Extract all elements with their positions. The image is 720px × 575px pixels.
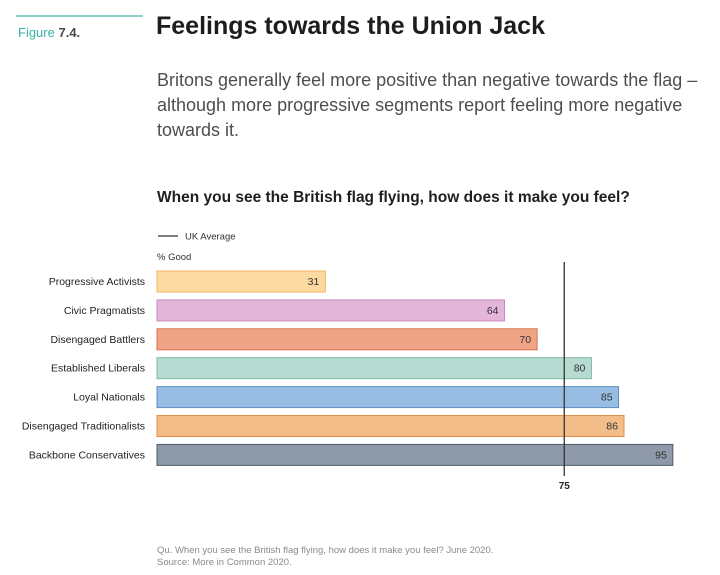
footnote: Qu. When you see the British flag flying… [157,545,493,569]
data-label: 64 [487,305,499,317]
figure-prefix: Figure [18,25,55,40]
data-label: 31 [308,276,320,288]
data-label: 70 [519,334,531,346]
bar [156,386,620,409]
category-label: Civic Pragmatists [64,305,145,317]
bar [156,357,592,380]
page-subtitle: Britons generally feel more positive tha… [157,70,698,140]
page-title: Feelings towards the Union Jack [156,12,545,40]
figure-number: 7.4. [58,25,81,40]
legend-label: UK Average [185,232,236,243]
bar [156,270,326,293]
category-label: Established Liberals [51,363,145,375]
footnote-source: Source: More in Common 2020. [157,557,292,568]
category-label: Disengaged Traditionalists [22,421,145,433]
data-label: 85 [601,392,613,404]
uk-average-value: 75 [559,481,571,492]
category-label: Loyal Nationals [73,392,145,404]
footnote-question: Qu. When you see the British flag flying… [157,545,494,556]
data-label: 80 [574,363,586,375]
bars-group: Progressive Activists 31 Civic Pragmatists… [22,270,674,466]
category-label: Backbone Conservatives [29,449,145,461]
bar [156,415,625,437]
chart-question: When you see the British flag flying, ho… [157,189,630,206]
category-label: Progressive Activists [49,276,145,288]
axis-label: % Good [157,252,191,263]
bar [156,299,506,322]
bar [156,328,538,351]
figure-label: Figure 7.4. [18,25,80,40]
data-label: 86 [606,421,618,433]
bar [156,443,674,466]
data-label: 95 [655,449,667,461]
category-label: Disengaged Battlers [50,334,145,346]
figure-rule [16,15,143,17]
